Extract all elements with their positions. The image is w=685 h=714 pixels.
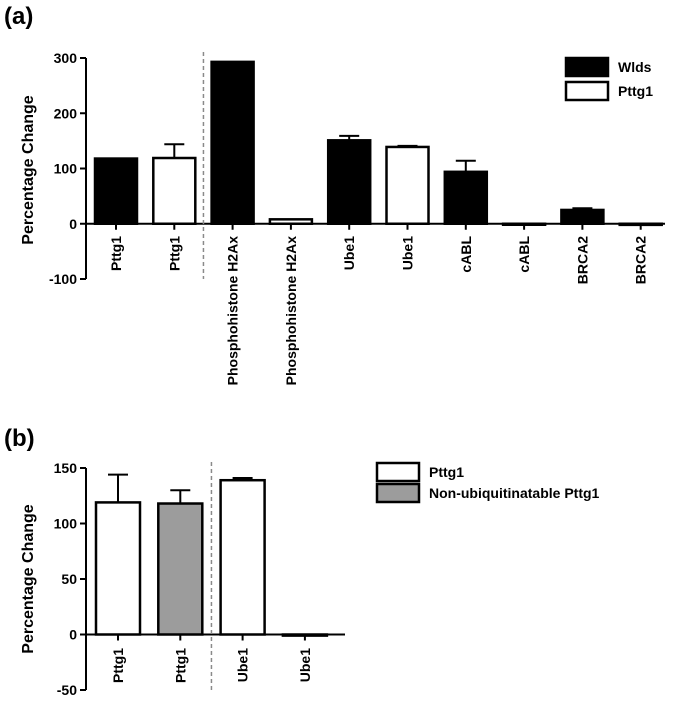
panel-a-legend-label: Wlds [618, 59, 652, 75]
panel-a-y-tick-label: 300 [54, 50, 78, 66]
panel-a-bar [560, 208, 605, 225]
panel-a-category-label: cABL [458, 236, 474, 273]
panel-a-y-tick-label: 200 [54, 105, 78, 121]
panel-a: (a) Percentage Change -100 0 100 200 300 Pttg… [4, 3, 665, 385]
panel-a-category-label: Pttg1 [108, 236, 124, 271]
panel-a-category-label: BRCA2 [633, 236, 649, 284]
panel-b-category-label: Ube1 [235, 648, 251, 682]
panel-a-bar [152, 156, 197, 225]
panel-a-category-label: Phosphohistone H2Ax [225, 236, 241, 386]
panel-a-category-label: Ube1 [341, 236, 357, 270]
panel-b-legend-label: Pttg1 [429, 464, 464, 480]
panel-a-category-label: Phosphohistone H2Ax [283, 236, 299, 386]
panel-b-legend-label: Non-ubiquitinatable Pttg1 [429, 485, 600, 501]
panel-b-y-tick-label: -50 [57, 682, 77, 698]
panel-b: (b) Percentage Change -50 0 50 100 150 Pttg1 P… [4, 425, 600, 698]
panel-b-category-label: Pttg1 [110, 648, 126, 683]
panel-b-category-label: Ube1 [297, 648, 313, 682]
panel-a-category-label: cABL [516, 236, 532, 273]
panel-a-y-tick-label: -100 [49, 271, 77, 287]
panel-b-y-tick-label: 50 [61, 571, 77, 587]
panel-a-bar [326, 139, 372, 225]
panel-b-bar [94, 501, 142, 636]
panel-b-bar [219, 478, 266, 636]
panel-a-y-tick-label: 100 [54, 161, 78, 177]
panel-a-category-label: BRCA2 [574, 236, 590, 284]
panel-a-y-axis-title: Percentage Change [20, 95, 37, 244]
panel-a-legend-swatch [564, 80, 610, 102]
panel-a-label: (a) [4, 3, 33, 30]
panel-a-bar [443, 170, 489, 226]
panel-a-legend-swatch [564, 56, 610, 78]
panel-a-legend-label: Pttg1 [618, 83, 653, 99]
panel-b-category-label: Pttg1 [172, 648, 188, 683]
panel-b-legend-swatch [375, 482, 421, 504]
panel-a-bar [210, 60, 255, 226]
panel-a-y-tick-label: 0 [69, 216, 77, 232]
panel-b-label: (b) [4, 425, 35, 452]
panel-b-y-axis-title: Percentage Change [20, 504, 37, 653]
panel-a-bar [268, 218, 314, 226]
panel-a-bar [385, 145, 430, 225]
panel-b-y-tick-label: 100 [54, 516, 78, 532]
panel-a-category-label: Ube1 [400, 236, 416, 270]
panel-b-y-tick-label: 0 [69, 627, 77, 643]
panel-a-bar [93, 157, 139, 225]
panel-b-y-tick-label: 150 [54, 460, 78, 476]
panel-b-bar [157, 502, 204, 636]
panel-a-category-label: Pttg1 [166, 236, 182, 271]
panel-b-legend-swatch [375, 461, 421, 483]
